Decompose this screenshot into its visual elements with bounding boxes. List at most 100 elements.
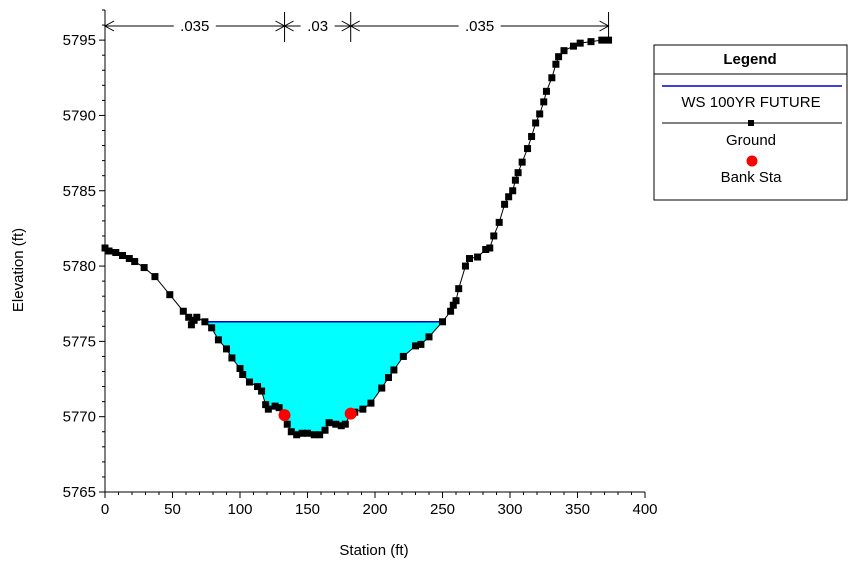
ground-point	[412, 342, 419, 350]
ground-point	[399, 352, 407, 360]
legend-title: Legend	[723, 51, 776, 68]
plot-area	[101, 36, 613, 439]
ground-point	[524, 145, 532, 153]
ground-point	[208, 324, 216, 332]
ground-point	[501, 200, 509, 208]
ground-point	[125, 255, 133, 263]
ground-point	[587, 38, 595, 46]
ground-point	[264, 405, 272, 413]
ground-point	[119, 252, 127, 260]
ground-point	[576, 39, 584, 47]
ground-point	[275, 404, 283, 412]
n-arrowhead	[349, 20, 360, 32]
ground-point	[490, 232, 498, 240]
ground-point	[179, 307, 187, 315]
ground-point	[509, 187, 517, 195]
ground-point	[439, 318, 446, 326]
ground-point	[518, 158, 526, 166]
ground-point	[140, 264, 148, 272]
ground-point	[151, 273, 159, 281]
n-arrowhead	[103, 20, 115, 32]
ground-point	[187, 321, 195, 329]
ground-point	[332, 420, 340, 428]
legend-ws-label: WS 100YR FUTURE	[681, 94, 820, 111]
ground-point	[258, 387, 266, 395]
y-tick-label: 5765	[63, 484, 96, 501]
ground-point	[166, 291, 174, 299]
ground-point	[417, 340, 425, 348]
ground-point	[569, 42, 577, 50]
y-tick-label: 5780	[63, 258, 96, 275]
ground-point	[271, 402, 279, 410]
ground-point	[245, 378, 253, 386]
ground-point	[287, 428, 295, 436]
ground-point	[214, 336, 222, 344]
ground-point	[236, 364, 244, 372]
ground-point	[486, 244, 494, 252]
ground-point	[598, 36, 606, 44]
ground-point	[367, 399, 375, 407]
ground-point	[321, 426, 329, 434]
ground-point	[542, 87, 550, 95]
ground-point	[262, 401, 270, 409]
ground-point	[378, 384, 386, 392]
legend-bank-label: Bank Sta	[721, 169, 783, 186]
ground-point	[390, 366, 398, 374]
ground-point	[511, 176, 519, 184]
ground-point	[131, 258, 139, 266]
ground-point	[536, 110, 544, 118]
ground-point	[482, 245, 490, 253]
ground-point	[298, 429, 306, 437]
ground-point	[505, 193, 513, 201]
ground-point	[239, 371, 247, 379]
ground-point	[455, 285, 463, 293]
legend-bank-swatch	[746, 155, 758, 167]
ground-point	[555, 53, 563, 61]
ground-point	[341, 420, 349, 428]
ground-point	[193, 313, 201, 321]
ground-point	[560, 47, 568, 55]
x-tick-label: 50	[164, 501, 181, 518]
x-axis-ticks: 0 50 100 150 200 250 300 350 400	[101, 492, 658, 518]
x-tick-label: 0	[101, 501, 109, 518]
y-tick-label: 5795	[63, 32, 96, 49]
ground-point	[449, 301, 457, 309]
manning-n-annotations: .035 .03 .035	[103, 12, 610, 42]
ground-point	[540, 98, 548, 106]
x-tick-label: 300	[497, 501, 522, 518]
ground-point	[254, 383, 262, 391]
ground-point	[316, 431, 324, 439]
ground-point	[359, 405, 367, 413]
ground-point	[532, 119, 540, 127]
ground-point	[337, 422, 345, 430]
ground-point	[304, 429, 311, 437]
ground-point	[447, 307, 455, 315]
y-axis-ticks: 5765 5770 5775 5780 5785 5790 5795	[63, 9, 105, 501]
ground-point	[528, 133, 536, 141]
legend-ground-swatch-marker	[748, 120, 754, 126]
x-tick-label: 250	[430, 501, 455, 518]
n-value-label: .03	[307, 18, 328, 35]
ground-point	[548, 74, 556, 82]
y-tick-label: 5770	[63, 409, 96, 426]
ground-point	[293, 431, 301, 439]
bank-station-point	[344, 407, 357, 420]
water-fill	[203, 321, 443, 435]
ground-point	[185, 313, 193, 321]
y-tick-label: 5775	[63, 333, 96, 350]
n-arrowhead	[283, 20, 294, 32]
ground-point	[112, 249, 120, 257]
n-arrowhead	[599, 20, 610, 32]
x-tick-label: 150	[295, 501, 320, 518]
x-axis-title: Station (ft)	[339, 542, 408, 559]
ground-point	[514, 169, 522, 177]
ground-point	[283, 420, 291, 428]
x-tick-label: 100	[227, 501, 252, 518]
bank-station-point	[278, 409, 291, 422]
x-tick-label: 400	[632, 501, 657, 518]
ground-point	[466, 255, 473, 263]
ground-point	[495, 218, 503, 226]
ground-point	[385, 374, 392, 382]
n-value-label: .035	[180, 18, 209, 35]
